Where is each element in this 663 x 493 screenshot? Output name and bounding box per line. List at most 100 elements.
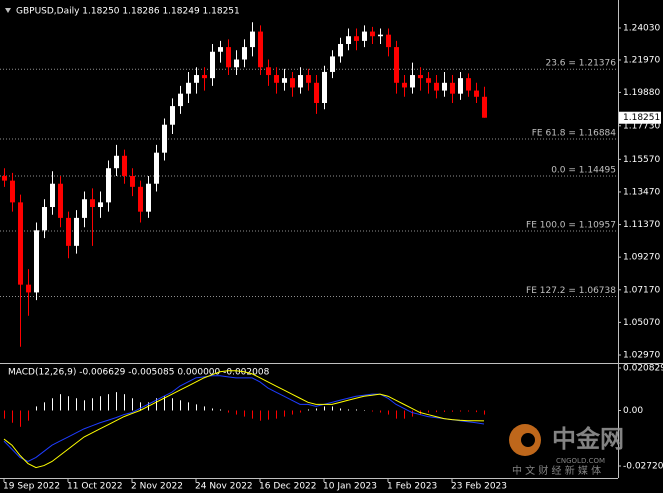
chart-title: GBPUSD,Daily 1.18250 1.18286 1.18249 1.1… bbox=[16, 7, 240, 17]
watermark-brand: 中金网 bbox=[552, 425, 624, 453]
histogram-bar bbox=[340, 408, 341, 411]
candle-body bbox=[298, 75, 303, 88]
histogram-bar bbox=[252, 410, 253, 419]
histogram-bar bbox=[268, 410, 269, 420]
watermark-logo-inner bbox=[521, 433, 535, 447]
candle-body bbox=[130, 175, 135, 187]
histogram-bar bbox=[164, 396, 165, 411]
histogram-bar bbox=[308, 409, 309, 411]
histogram-bar bbox=[300, 410, 301, 413]
histogram-bar bbox=[172, 398, 173, 411]
histogram-bar bbox=[60, 394, 61, 411]
y-tick-label: 1.24030 bbox=[623, 23, 660, 33]
candle-body bbox=[122, 155, 127, 176]
candle-body bbox=[202, 75, 207, 79]
x-tick-label: 10 Jan 2023 bbox=[323, 482, 377, 492]
candle-body bbox=[458, 78, 463, 94]
x-tick-label: 11 Oct 2022 bbox=[67, 482, 123, 492]
candle-body bbox=[362, 31, 367, 41]
y-tick-label: 1.15570 bbox=[623, 155, 660, 165]
histogram-bar bbox=[236, 410, 237, 415]
level-label: FE 127.2 = 1.06738 bbox=[526, 286, 616, 296]
candle-body bbox=[66, 217, 71, 246]
histogram-bar bbox=[404, 410, 405, 419]
candle-body bbox=[106, 168, 111, 203]
histogram-bar bbox=[212, 408, 213, 411]
histogram-bar bbox=[204, 406, 205, 411]
histogram-bar bbox=[380, 410, 381, 413]
last-price-label: 1.18251 bbox=[623, 113, 660, 123]
histogram-bar bbox=[316, 408, 317, 411]
candle-body bbox=[386, 34, 391, 48]
candle-body bbox=[394, 47, 399, 83]
histogram-bar bbox=[108, 394, 109, 411]
y-tick-label: 0.020829 bbox=[623, 364, 663, 374]
y-tick-label: 1.09270 bbox=[623, 253, 660, 263]
candle-body bbox=[42, 207, 47, 231]
y-tick-label: 1.21970 bbox=[623, 55, 660, 65]
histogram-bar bbox=[140, 402, 141, 411]
candle-body bbox=[378, 34, 383, 37]
last-price-box bbox=[619, 111, 661, 124]
candle-body bbox=[98, 202, 103, 208]
candle-body bbox=[10, 180, 15, 203]
level-label: 23.6 = 1.21376 bbox=[545, 59, 616, 69]
histogram-bar bbox=[36, 406, 37, 411]
candle-body bbox=[354, 36, 359, 41]
candle-body bbox=[218, 47, 223, 52]
candle-body bbox=[18, 202, 23, 285]
histogram-bar bbox=[84, 400, 85, 411]
candle-body bbox=[234, 59, 239, 68]
y-tick-label: 1.07170 bbox=[623, 285, 660, 295]
histogram-bar bbox=[228, 410, 229, 413]
y-tick-label: 1.05070 bbox=[623, 318, 660, 328]
candle-body bbox=[442, 82, 447, 91]
histogram-bar bbox=[4, 410, 5, 419]
candle-body bbox=[330, 56, 335, 72]
candle-body bbox=[466, 78, 471, 91]
histogram-bar bbox=[220, 409, 221, 411]
candle-body bbox=[322, 71, 327, 103]
histogram-bar bbox=[356, 409, 357, 411]
y-tick-label: 1.17730 bbox=[623, 121, 660, 131]
candle-body bbox=[258, 31, 263, 68]
histogram-bar bbox=[452, 410, 453, 412]
candle-body bbox=[154, 152, 159, 184]
histogram-bar bbox=[76, 398, 77, 411]
candle-body bbox=[402, 82, 407, 88]
x-tick-label: 16 Dec 2022 bbox=[259, 482, 317, 492]
candle-body bbox=[274, 75, 279, 83]
y-tick-label: 1.02970 bbox=[623, 350, 660, 360]
histogram-bar bbox=[412, 410, 413, 417]
candle-body bbox=[194, 75, 199, 83]
candle-body bbox=[370, 31, 375, 37]
histogram-bar bbox=[52, 398, 53, 411]
histogram-bar bbox=[156, 398, 157, 411]
candle-body bbox=[266, 67, 271, 76]
candle-body bbox=[282, 78, 287, 83]
level-label: FE 100.0 = 1.10957 bbox=[526, 220, 616, 230]
y-tick-label: 1.19880 bbox=[623, 88, 660, 98]
histogram-bar bbox=[428, 410, 429, 413]
candle-body bbox=[74, 217, 79, 246]
macd-title: MACD(12,26,9) -0.006629 -0.005085 0.0000… bbox=[8, 368, 270, 378]
histogram-bar bbox=[388, 410, 389, 415]
histogram-bar bbox=[196, 404, 197, 411]
candle-body bbox=[162, 124, 167, 153]
histogram-bar bbox=[396, 410, 397, 419]
histogram-bar bbox=[284, 410, 285, 417]
y-tick-label: -0.027204 bbox=[623, 461, 663, 471]
histogram-bar bbox=[476, 410, 477, 413]
y-tick-label: 1.11370 bbox=[623, 220, 660, 230]
candle-body bbox=[450, 82, 455, 94]
candle-body bbox=[26, 284, 31, 293]
candle-body bbox=[290, 78, 295, 88]
histogram-bar bbox=[364, 410, 365, 411]
candle-body bbox=[242, 47, 247, 60]
x-tick-label: 19 Sep 2022 bbox=[3, 482, 60, 492]
candle-body bbox=[82, 199, 87, 218]
candle-body bbox=[434, 82, 439, 91]
candle-body bbox=[210, 51, 215, 79]
